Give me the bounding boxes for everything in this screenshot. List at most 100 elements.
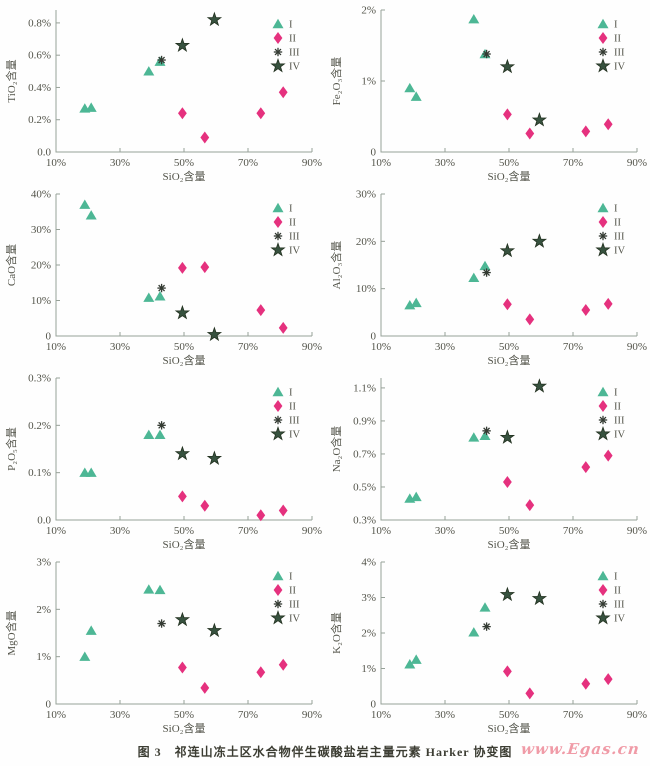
axis-text: 30%: [31, 224, 51, 236]
x-axis-title: SiO₂含量: [488, 353, 531, 367]
marker-triangle: [468, 272, 480, 282]
axis-text: 50%: [499, 341, 519, 353]
x-axis-title: SiO₂含量: [163, 169, 206, 183]
legend-label-II: II: [614, 34, 621, 45]
legend-label-II: II: [614, 218, 621, 229]
subplot-grid: 10% 30% 50% 70% 90% 0.0 0.2% 0.4% 0.6% 0.8% SiO₂含量…: [4, 0, 650, 736]
marker-diamond: [256, 509, 266, 522]
subplot-svg-3: 10% 30% 50% 70% 90%010%20%30%SiO₂含量Al₂O₃含量II…: [329, 189, 647, 368]
axis-text: 70%: [563, 157, 583, 169]
marker-triangle: [410, 297, 422, 308]
legend-label-II: II: [289, 402, 296, 413]
marker-diamond: [598, 32, 608, 44]
marker-diamond: [525, 127, 535, 140]
axis-text: 0.0: [37, 515, 51, 527]
marker-diamond: [256, 107, 266, 120]
series-II: [178, 86, 288, 144]
legend-label-IV: IV: [614, 430, 625, 441]
subplot-fe₂o₃: 10% 30% 50% 70% 90% 0 1% 2% SiO₂含量 Fe₂O₃含量 I II III I…: [325, 0, 650, 184]
axis-text: 2%: [361, 5, 376, 17]
axis-text: 90%: [627, 709, 647, 721]
marker-diamond: [178, 661, 187, 674]
legend-label-I: I: [289, 572, 293, 583]
caption-bar: 图 3 祁连山冻土区水合物伴生碳酸盐岩主量元素 Harker 协变图 www.E…: [0, 736, 650, 766]
marker-triangle: [479, 260, 491, 271]
legend-label-IV: IV: [289, 430, 300, 441]
marker-triangle: [154, 429, 166, 439]
series-III: [482, 49, 491, 59]
marker-diamond: [273, 584, 283, 596]
legend-label-III: III: [614, 600, 625, 611]
legend-label-II: II: [289, 218, 296, 229]
series-III: [157, 421, 166, 430]
y-axis-title: Na₂O含量: [329, 426, 343, 473]
x-axis-title: SiO₂含量: [488, 537, 531, 551]
marker-triangle: [468, 14, 480, 24]
marker-triangle: [404, 300, 416, 310]
marker-asterisk: [157, 283, 166, 293]
axes: 10% 30% 50% 70% 90% 0 1% 2% SiO₂含量 Fe₂O₃含量: [329, 5, 647, 184]
marker-diamond: [603, 118, 613, 131]
axis-text: 0: [371, 331, 377, 343]
axis-text: 10%: [371, 525, 391, 537]
marker-star: [174, 611, 191, 627]
series-II: [178, 658, 288, 694]
marker-star: [206, 450, 223, 465]
legend-label-I: I: [289, 388, 293, 399]
marker-triangle: [410, 654, 422, 664]
marker-triangle: [597, 386, 609, 397]
legend-label-III: III: [614, 48, 625, 59]
axis-text: 30%: [356, 189, 376, 201]
axis-text: 90%: [627, 157, 647, 169]
legend-label-I: I: [614, 204, 618, 215]
axis-text: 0: [46, 331, 52, 343]
series-I: [79, 429, 166, 477]
axis-text: 30%: [110, 341, 130, 353]
y-axis-title: MgO含量: [4, 610, 18, 655]
axis-text: 2%: [36, 604, 51, 616]
marker-asterisk: [598, 231, 608, 241]
marker-diamond: [598, 584, 608, 596]
y-axis-title: TiO₂含量: [4, 59, 18, 102]
subplot-svg-7: 10% 30% 50% 70% 90%01%2%3%4%SiO₂含量K₂O含量IIIII…: [329, 557, 647, 736]
axis-text: 0: [371, 699, 377, 711]
marker-triangle: [272, 570, 284, 581]
axis-text: 2%: [361, 628, 376, 640]
axis-text: 10%: [46, 525, 66, 537]
axis-text: 10%: [46, 157, 66, 169]
marker-asterisk: [157, 55, 166, 65]
marker-triangle: [597, 18, 609, 29]
marker-diamond: [200, 131, 210, 144]
marker-star: [270, 241, 286, 257]
series-II: [503, 297, 613, 326]
axis-text: 90%: [302, 525, 322, 537]
x-axis-title: SiO₂含量: [163, 353, 206, 367]
marker-star: [499, 586, 516, 602]
legend-label-IV: IV: [614, 614, 625, 625]
axis-text: 0: [46, 699, 52, 711]
marker-asterisk: [273, 599, 283, 609]
legend-label-II: II: [614, 586, 621, 597]
marker-diamond: [525, 313, 535, 326]
legend-label-III: III: [289, 416, 300, 427]
subplot-svg-5: 10% 30% 50% 70% 90% 0.3% 0.5% 0.7% 0.9% 1.1% SiO₂含…: [329, 378, 647, 551]
marker-asterisk: [482, 426, 491, 436]
marker-asterisk: [157, 421, 166, 430]
legend-label-I: I: [614, 572, 618, 583]
axis-text: 0.2%: [28, 114, 51, 126]
subplot-svg-6: 10% 30% 50% 70% 90%01%2%3%SiO₂含量MgO含量IIIIIII…: [4, 557, 322, 736]
y-axis-title: K₂O含量: [329, 612, 343, 654]
marker-asterisk: [273, 231, 283, 241]
series-I: [404, 602, 491, 669]
series-IV: [499, 586, 548, 606]
marker-diamond: [273, 32, 283, 44]
legend-label-IV: IV: [614, 246, 625, 257]
series-I: [79, 199, 166, 302]
axis-text: 0.5%: [353, 481, 376, 493]
marker-star: [174, 37, 191, 52]
y-axis-title: CaO含量: [4, 244, 18, 286]
